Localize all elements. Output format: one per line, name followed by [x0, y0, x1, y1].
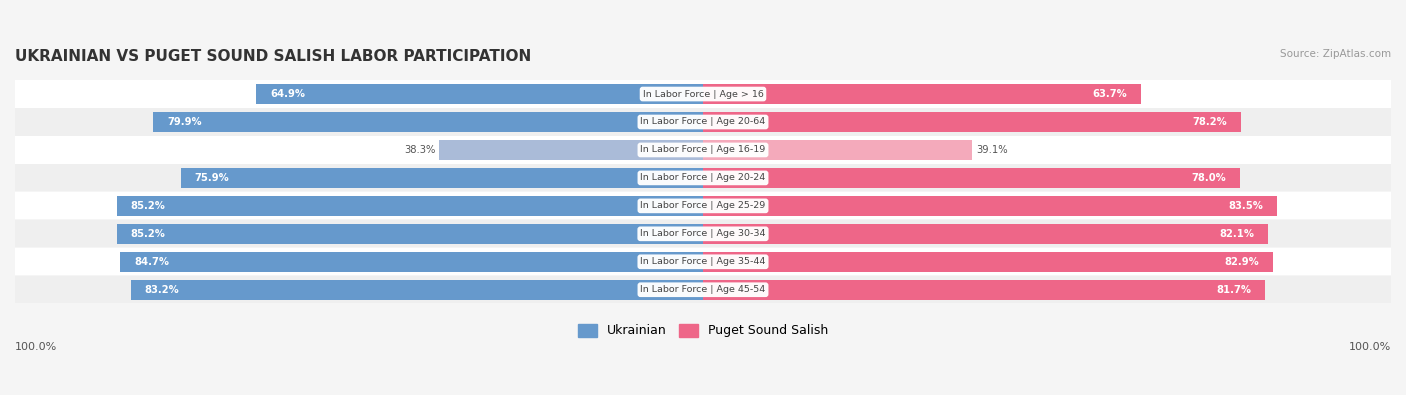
- Bar: [703, 112, 1241, 132]
- Bar: [256, 84, 703, 104]
- Text: 85.2%: 85.2%: [131, 229, 166, 239]
- Bar: [181, 168, 703, 188]
- Bar: [703, 196, 1278, 216]
- Bar: [703, 140, 972, 160]
- Bar: [15, 164, 1391, 192]
- Bar: [153, 112, 703, 132]
- Text: 85.2%: 85.2%: [131, 201, 166, 211]
- Bar: [15, 220, 1391, 247]
- Text: 78.0%: 78.0%: [1191, 173, 1226, 183]
- Text: 81.7%: 81.7%: [1216, 285, 1251, 295]
- Text: In Labor Force | Age > 16: In Labor Force | Age > 16: [643, 90, 763, 98]
- Text: In Labor Force | Age 16-19: In Labor Force | Age 16-19: [640, 145, 766, 154]
- Bar: [15, 81, 1391, 107]
- Text: Source: ZipAtlas.com: Source: ZipAtlas.com: [1279, 49, 1391, 59]
- Text: 82.1%: 82.1%: [1219, 229, 1254, 239]
- Bar: [15, 136, 1391, 164]
- Text: 63.7%: 63.7%: [1092, 89, 1128, 99]
- Text: 64.9%: 64.9%: [270, 89, 305, 99]
- Bar: [703, 168, 1240, 188]
- Text: 84.7%: 84.7%: [134, 257, 169, 267]
- Bar: [703, 252, 1274, 272]
- Text: In Labor Force | Age 45-54: In Labor Force | Age 45-54: [640, 285, 766, 294]
- Bar: [15, 108, 1391, 135]
- Text: 79.9%: 79.9%: [167, 117, 201, 127]
- Bar: [117, 224, 703, 244]
- Bar: [121, 252, 703, 272]
- Text: 82.9%: 82.9%: [1225, 257, 1260, 267]
- Text: In Labor Force | Age 25-29: In Labor Force | Age 25-29: [640, 201, 766, 211]
- Text: In Labor Force | Age 30-34: In Labor Force | Age 30-34: [640, 229, 766, 238]
- Bar: [440, 140, 703, 160]
- Text: 83.2%: 83.2%: [145, 285, 179, 295]
- Text: 100.0%: 100.0%: [15, 342, 58, 352]
- Text: 38.3%: 38.3%: [404, 145, 436, 155]
- Bar: [703, 84, 1142, 104]
- Text: 100.0%: 100.0%: [1348, 342, 1391, 352]
- Legend: Ukrainian, Puget Sound Salish: Ukrainian, Puget Sound Salish: [574, 319, 832, 342]
- Text: In Labor Force | Age 20-24: In Labor Force | Age 20-24: [640, 173, 766, 182]
- Text: UKRAINIAN VS PUGET SOUND SALISH LABOR PARTICIPATION: UKRAINIAN VS PUGET SOUND SALISH LABOR PA…: [15, 49, 531, 64]
- Text: 78.2%: 78.2%: [1192, 117, 1227, 127]
- Text: 83.5%: 83.5%: [1229, 201, 1264, 211]
- Bar: [703, 224, 1268, 244]
- Text: 75.9%: 75.9%: [194, 173, 229, 183]
- Bar: [15, 248, 1391, 275]
- Text: In Labor Force | Age 20-64: In Labor Force | Age 20-64: [640, 117, 766, 126]
- Bar: [15, 192, 1391, 220]
- Bar: [131, 280, 703, 300]
- Bar: [15, 276, 1391, 303]
- Bar: [117, 196, 703, 216]
- Text: 39.1%: 39.1%: [976, 145, 1008, 155]
- Bar: [703, 280, 1265, 300]
- Text: In Labor Force | Age 35-44: In Labor Force | Age 35-44: [640, 257, 766, 266]
